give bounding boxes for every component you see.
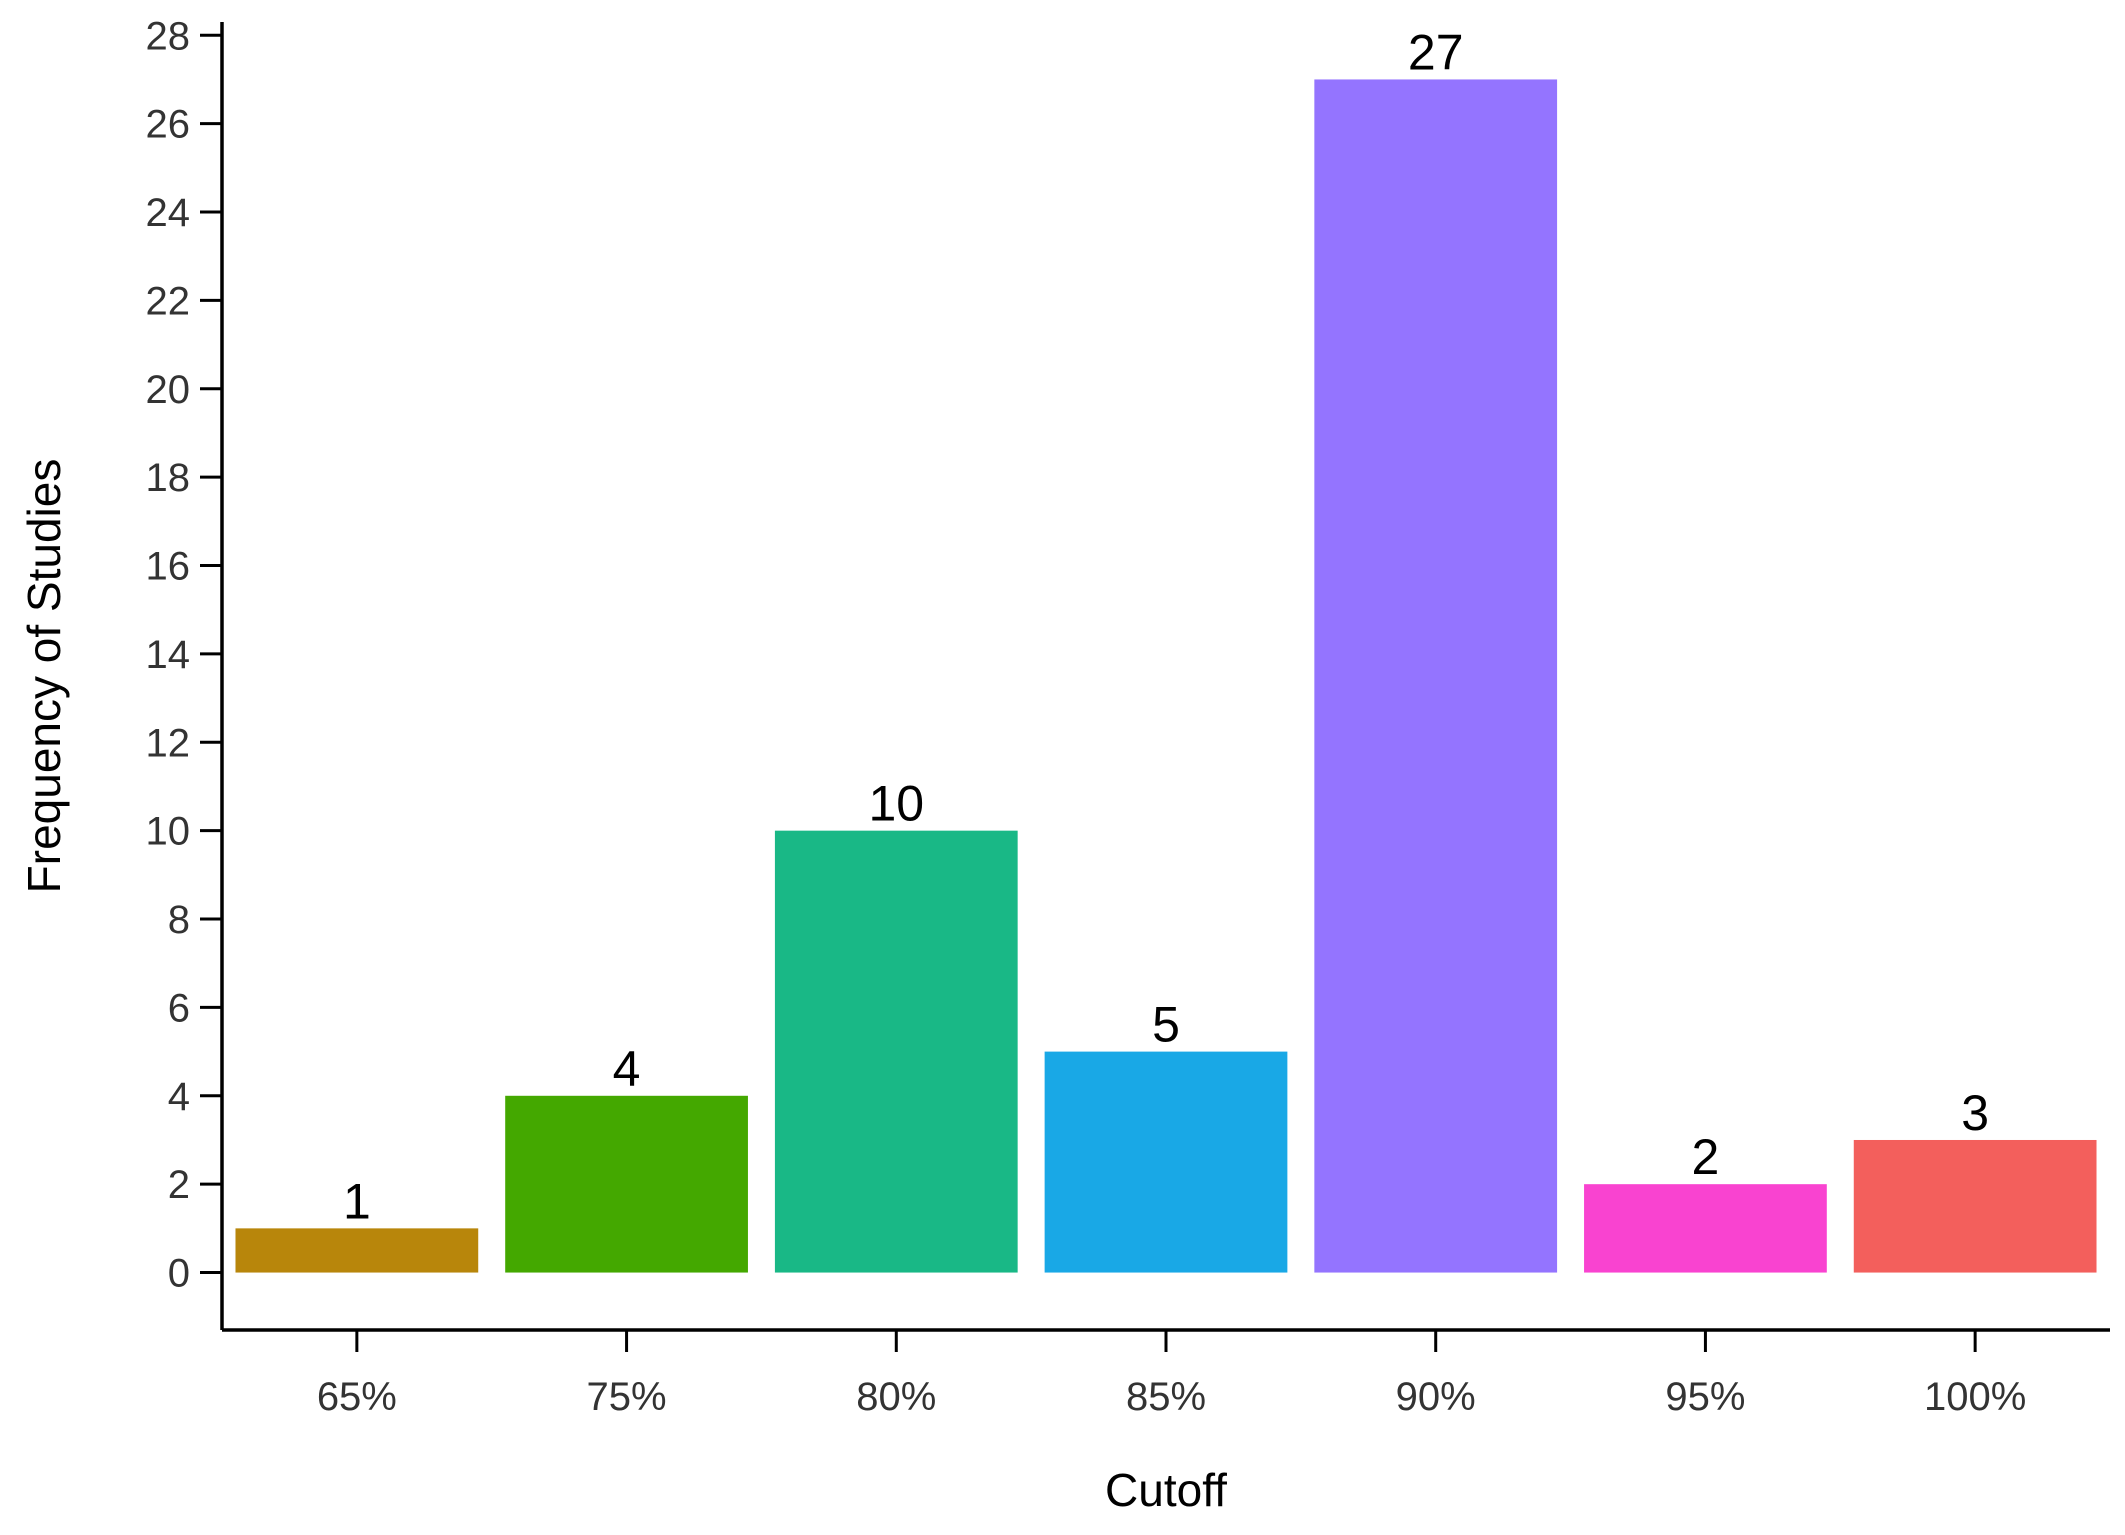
x-tick-label: 75% <box>587 1375 667 1419</box>
y-tick-label: 2 <box>168 1163 190 1207</box>
data-label: 1 <box>343 1173 371 1229</box>
data-label: 3 <box>1961 1085 1989 1141</box>
y-tick-label: 4 <box>168 1075 190 1119</box>
data-label: 10 <box>868 776 924 832</box>
data-label: 4 <box>613 1041 641 1097</box>
x-tick-label: 100% <box>1924 1375 2026 1419</box>
bar-100pct <box>1853 1139 2097 1273</box>
y-axis-title: Frequency of Studies <box>18 459 70 894</box>
y-tick-label: 24 <box>146 191 191 235</box>
bar-90pct <box>1314 79 1558 1273</box>
data-label: 27 <box>1408 24 1464 80</box>
bar-75pct <box>505 1095 748 1273</box>
x-axis: 65% 75% 80% 85% 90% 95% 100% <box>222 1328 2110 1419</box>
bar-95pct <box>1584 1184 1827 1273</box>
x-axis-title: Cutoff <box>1105 1464 1227 1516</box>
y-tick-label: 6 <box>168 986 190 1030</box>
y-tick-label: 22 <box>146 279 191 323</box>
y-tick-label: 20 <box>146 368 191 412</box>
y-tick-label: 10 <box>146 810 191 854</box>
y-tick-label: 16 <box>146 545 191 589</box>
y-tick-label: 8 <box>168 898 190 942</box>
y-tick-label: 18 <box>146 456 191 500</box>
x-tick-label: 85% <box>1126 1375 1206 1419</box>
x-tick-label: 65% <box>317 1375 397 1419</box>
x-tick-label: 80% <box>856 1375 936 1419</box>
bar-80pct <box>774 830 1018 1273</box>
y-tick-label: 14 <box>146 633 191 677</box>
y-tick-label: 12 <box>146 721 191 765</box>
y-tick-label: 0 <box>168 1252 190 1296</box>
y-tick-label: 26 <box>146 103 191 147</box>
y-tick-label: 28 <box>146 14 191 58</box>
data-label: 2 <box>1692 1129 1720 1185</box>
x-tick-label: 95% <box>1665 1375 1745 1419</box>
data-label: 5 <box>1152 997 1180 1053</box>
bar-65pct <box>235 1228 479 1273</box>
data-labels-group: 1 4 10 5 27 2 3 <box>343 24 1989 1229</box>
bars-group <box>235 79 2097 1273</box>
x-tick-label: 90% <box>1396 1375 1476 1419</box>
bar-85pct <box>1044 1051 1288 1273</box>
